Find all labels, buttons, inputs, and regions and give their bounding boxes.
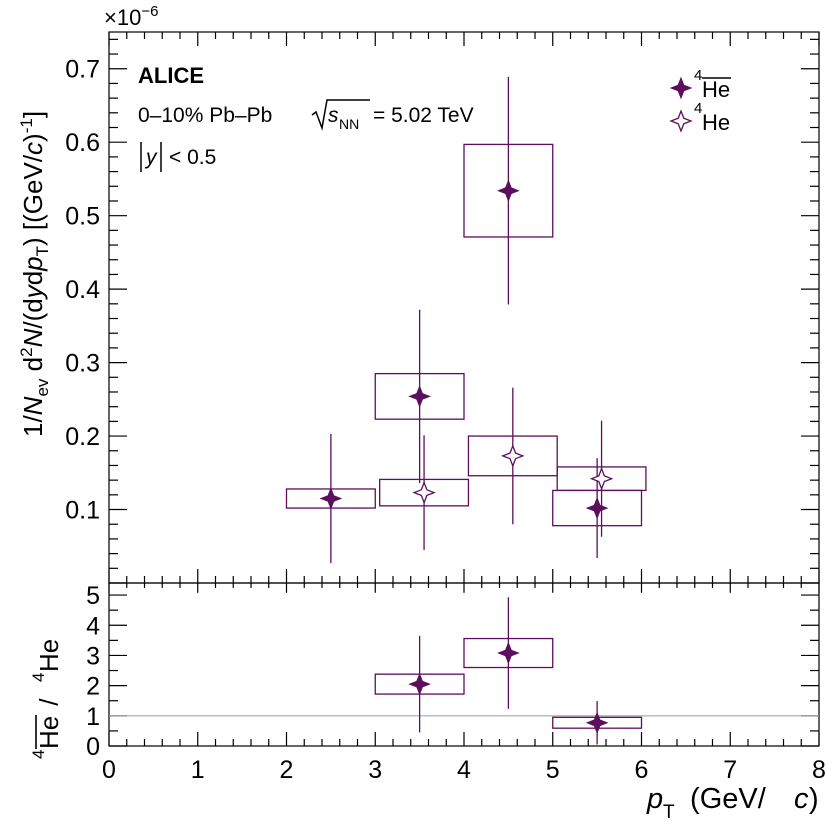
- x-axis-title: p T (GeV/ c ): [646, 783, 819, 823]
- y-tick-label: 0.1: [65, 497, 100, 525]
- rapidity-symbol: y: [144, 146, 158, 169]
- filled-star-marker: [587, 498, 607, 518]
- y-tick-label: 0.3: [65, 350, 100, 378]
- x-title-symbol: p: [646, 783, 663, 815]
- y-tick-label: 2: [86, 673, 100, 701]
- ratio-num-symbol: He: [34, 716, 64, 749]
- ratio-den-symbol: He: [34, 639, 64, 672]
- filled-star-marker: [410, 674, 430, 694]
- x-title-unit-var: c: [794, 783, 809, 815]
- legend-marker-antihelium: [671, 78, 691, 98]
- x-tick-label: 2: [280, 756, 294, 784]
- x-title-unit-close: ): [809, 783, 819, 815]
- open-star-marker: [503, 446, 523, 466]
- x-tick-label: 6: [635, 756, 649, 784]
- y-tick-label: 0: [86, 733, 100, 761]
- y-tick-label: 0.5: [65, 203, 100, 231]
- energy-symbol: s: [328, 104, 339, 127]
- x-tick-label: 1: [191, 756, 205, 784]
- rapidity-label: y < 0.5: [141, 142, 216, 172]
- x-title-subscript: T: [663, 802, 675, 823]
- legend-open-star-icon: [671, 111, 691, 131]
- y-tick-label: 4: [86, 612, 100, 640]
- x-tick-label: 0: [102, 756, 116, 784]
- filled-star-marker: [498, 181, 518, 201]
- filled-star-marker: [498, 643, 518, 663]
- legend-marker-helium: [671, 111, 691, 131]
- y-multiplier: ×10−6: [104, 3, 158, 30]
- energy-value: = 5.02 TeV: [373, 104, 474, 127]
- x-tick-label: 3: [368, 756, 382, 784]
- x-tick-label: 7: [723, 756, 737, 784]
- bottom-y-axis-title: 4 He / 4 He: [29, 639, 64, 759]
- ratio-den-mass: 4: [29, 673, 48, 682]
- legend-label-helium: He: [702, 110, 730, 135]
- ratio-num-mass: 4: [29, 750, 48, 759]
- collision-prefix: 0–10% Pb–Pb: [138, 104, 272, 127]
- y-tick-label: 0.2: [65, 423, 100, 451]
- filled-star-marker: [321, 489, 341, 509]
- filled-star-marker: [410, 386, 430, 406]
- legend-label-antihelium: He: [702, 77, 730, 102]
- x-tick-label: 8: [812, 756, 826, 784]
- energy-subscript: NN: [339, 116, 359, 132]
- y-tick-label: 3: [86, 642, 100, 670]
- y-tick-label: 5: [86, 582, 100, 610]
- legend-filled-star-icon: [671, 78, 691, 98]
- experiment-label: ALICE: [138, 63, 204, 88]
- x-tick-label: 5: [546, 756, 560, 784]
- data-markers: [321, 181, 612, 733]
- y-tick-label: 1: [86, 703, 100, 731]
- y-tick-label: 0.7: [65, 56, 100, 84]
- stat-error-bars: [331, 77, 602, 745]
- top-y-axis-title: 1/Nev d2N/(dydpT) [(GeV/c)-1]: [17, 111, 52, 437]
- collision-system-label: 0–10% Pb–Pb s NN = 5.02 TeV: [138, 100, 474, 132]
- legend: 4 He 4 He: [671, 67, 731, 135]
- y-tick-label: 0.4: [65, 276, 100, 304]
- x-tick-label: 4: [457, 756, 471, 784]
- systematic-boxes: [287, 144, 646, 728]
- open-star-marker: [414, 483, 434, 503]
- open-star-marker: [592, 469, 612, 489]
- y-tick-label: 0.6: [65, 129, 100, 157]
- x-title-unit-open: (GeV/: [682, 783, 767, 815]
- rapidity-cut: < 0.5: [169, 146, 216, 169]
- ratio-separator: /: [34, 691, 64, 713]
